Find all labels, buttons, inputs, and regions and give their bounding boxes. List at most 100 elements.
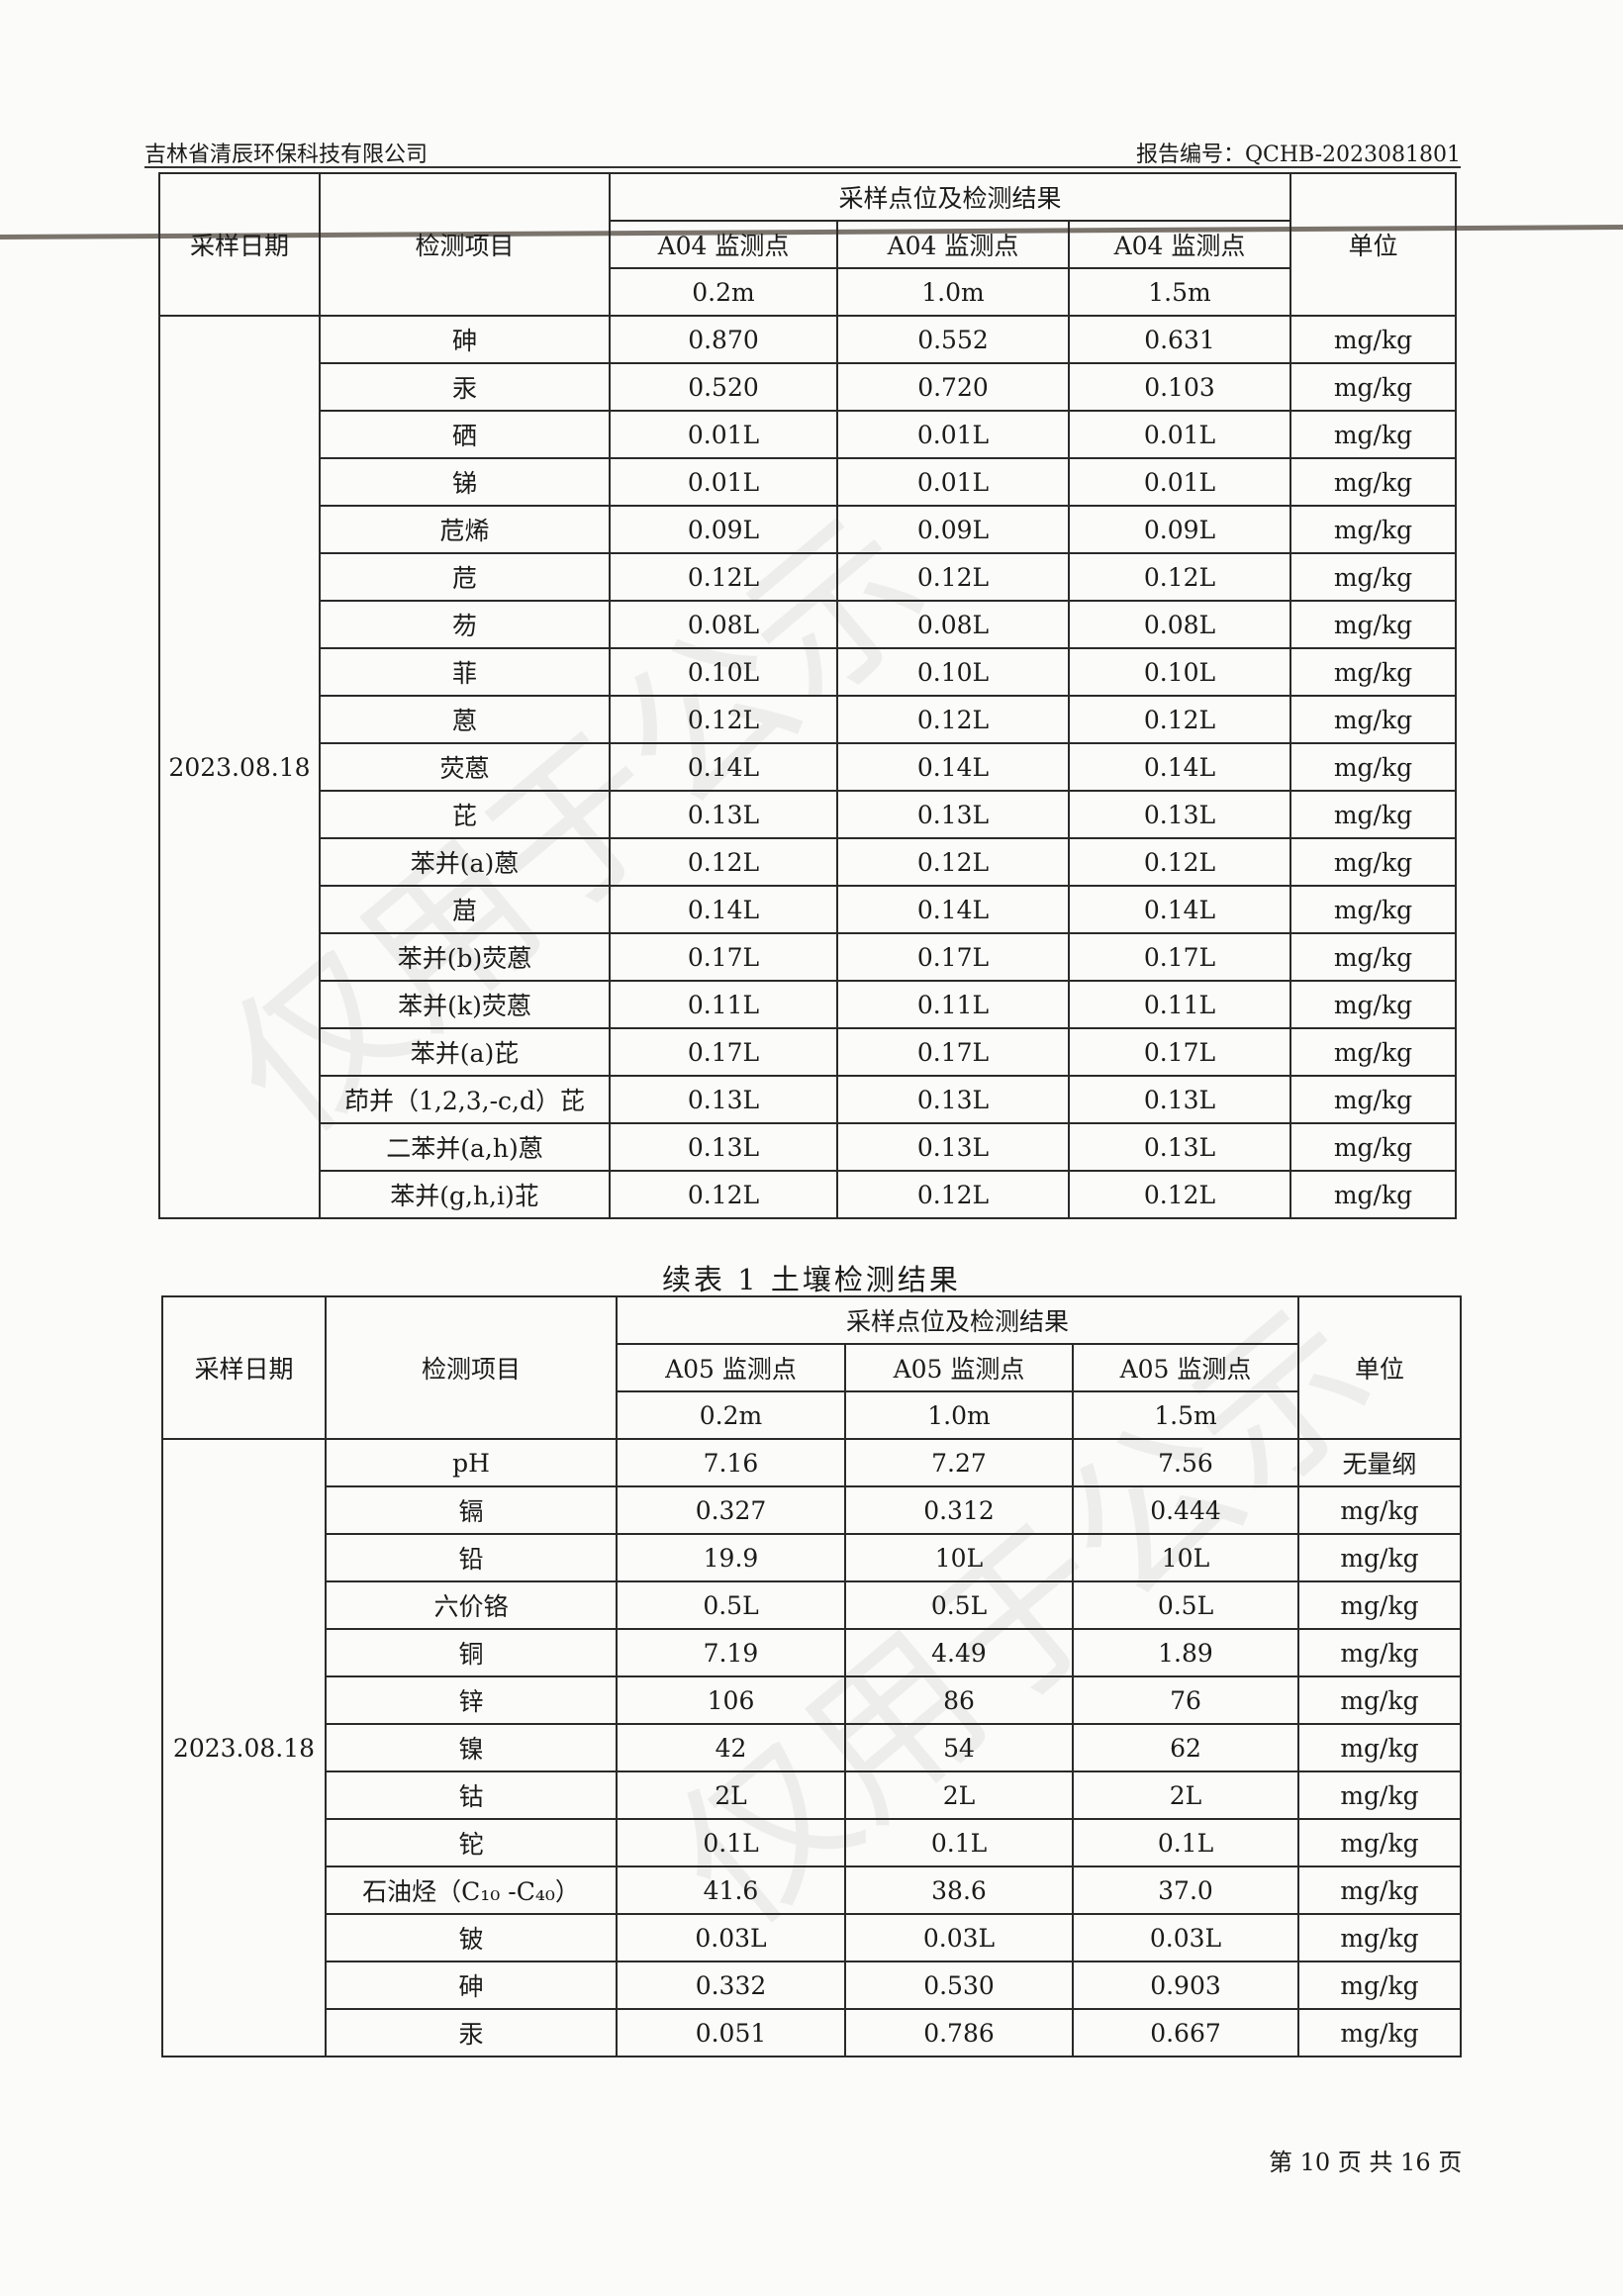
- value-1.5m: 1.89: [1072, 1628, 1299, 1677]
- table-row: 2023.08.18 砷 0.870 0.552 0.631 mg/kg: [158, 315, 1457, 1219]
- unit: mg/kg: [1297, 1533, 1462, 1582]
- value-1.5m: 0.11L: [1068, 980, 1291, 1029]
- unit: mg/kg: [1289, 742, 1457, 792]
- item-name: 䓛: [319, 885, 611, 934]
- table-row: 铊 0.1L 0.1L 0.1L mg/kg: [162, 1818, 1462, 1867]
- sampling-date: 2023.08.18: [158, 315, 321, 1219]
- value-1.0m: 54: [844, 1723, 1074, 1772]
- header-point: A04 监测点: [609, 220, 838, 269]
- value-1.0m: 0.312: [844, 1485, 1074, 1535]
- value-1.0m: 0.12L: [836, 695, 1070, 744]
- value-0.2m: 0.12L: [609, 695, 838, 744]
- value-1.5m: 7.56: [1072, 1438, 1299, 1487]
- table-row: 2023.08.18 pH 7.16 7.27 7.56 无量纲: [161, 1438, 1462, 2057]
- header-depth: 0.2m: [616, 1390, 846, 1440]
- value-1.0m: 0.13L: [836, 1075, 1070, 1124]
- value-0.2m: 0.12L: [609, 837, 838, 887]
- unit: mg/kg: [1289, 980, 1457, 1029]
- header-row-depths: 0.2m 1.0m 1.5m: [159, 267, 1456, 317]
- table-row: 菲 0.10L 0.10L 0.10L mg/kg: [159, 647, 1457, 697]
- value-1.0m: 0.17L: [836, 1027, 1070, 1077]
- value-1.0m: 0.12L: [836, 1170, 1070, 1219]
- table-row: 蒽 0.12L 0.12L 0.12L mg/kg: [159, 695, 1457, 744]
- value-1.0m: 0.720: [836, 362, 1070, 412]
- unit: mg/kg: [1297, 1818, 1462, 1867]
- unit: 无量纲: [1297, 1438, 1462, 1487]
- unit: mg/kg: [1289, 1122, 1457, 1172]
- page-number: 第 10 页 共 16 页: [1269, 2149, 1463, 2176]
- header-row-depths: 0.2m 1.0m 1.5m: [162, 1390, 1461, 1440]
- item-name: 汞: [325, 2008, 618, 2057]
- value-1.5m: 0.5L: [1072, 1580, 1299, 1630]
- value-0.2m: 0.520: [609, 362, 838, 412]
- value-1.5m: 0.12L: [1068, 552, 1291, 602]
- item-name: 汞: [319, 362, 611, 412]
- item-name: 六价铬: [325, 1580, 618, 1630]
- value-0.2m: 0.5L: [616, 1580, 846, 1630]
- unit: mg/kg: [1297, 2008, 1462, 2057]
- unit: mg/kg: [1297, 1580, 1462, 1630]
- value-1.0m: 0.530: [844, 1961, 1074, 2010]
- header-divider: [144, 166, 1461, 168]
- value-1.0m: 0.13L: [836, 1122, 1070, 1172]
- unit: mg/kg: [1289, 647, 1457, 697]
- table-row: 汞 0.520 0.720 0.103 mg/kg: [159, 362, 1457, 412]
- value-1.0m: 0.786: [844, 2008, 1074, 2057]
- header-depth: 1.5m: [1072, 1390, 1299, 1440]
- value-1.0m: 0.14L: [836, 742, 1070, 792]
- company-name: 吉林省清辰环保科技有限公司: [144, 143, 429, 167]
- table-row: 苊烯 0.09L 0.09L 0.09L mg/kg: [159, 505, 1457, 554]
- unit: mg/kg: [1289, 1027, 1457, 1077]
- value-0.2m: 0.17L: [609, 932, 838, 982]
- value-0.2m: 0.13L: [609, 790, 838, 839]
- header-point: A04 监测点: [1068, 220, 1291, 269]
- unit: mg/kg: [1297, 1866, 1462, 1915]
- item-name: 石油烃（C₁₀ -C₄₀）: [325, 1866, 618, 1915]
- value-1.5m: 0.12L: [1068, 837, 1291, 887]
- value-1.0m: 0.1L: [844, 1818, 1074, 1867]
- value-1.0m: 10L: [844, 1533, 1074, 1582]
- unit: mg/kg: [1289, 362, 1457, 412]
- table-row: 二苯并(a,h)蒽 0.13L 0.13L 0.13L mg/kg: [159, 1122, 1457, 1172]
- value-0.2m: 42: [616, 1723, 846, 1772]
- header-unit: 单位: [1297, 1295, 1462, 1440]
- header-row-points: A05 监测点 A05 监测点 A05 监测点: [162, 1343, 1461, 1392]
- value-0.2m: 0.08L: [609, 600, 838, 649]
- value-1.5m: 0.10L: [1068, 647, 1291, 697]
- value-0.2m: 0.870: [609, 315, 838, 364]
- unit: mg/kg: [1289, 837, 1457, 887]
- value-0.2m: 2L: [616, 1770, 846, 1820]
- unit: mg/kg: [1289, 315, 1457, 364]
- unit: mg/kg: [1289, 790, 1457, 839]
- value-0.2m: 0.332: [616, 1961, 846, 2010]
- table-row: 锑 0.01L 0.01L 0.01L mg/kg: [159, 457, 1457, 507]
- table-row: 苯并(a)芘 0.17L 0.17L 0.17L mg/kg: [159, 1027, 1457, 1077]
- header-point: A05 监测点: [1072, 1343, 1299, 1392]
- table-row: 芘 0.13L 0.13L 0.13L mg/kg: [159, 790, 1457, 839]
- value-1.5m: 0.17L: [1068, 1027, 1291, 1077]
- item-name: 菲: [319, 647, 611, 697]
- item-name: 苯并(g,h,i)苝: [319, 1170, 611, 1219]
- value-0.2m: 0.09L: [609, 505, 838, 554]
- value-1.5m: 0.13L: [1068, 1075, 1291, 1124]
- header-group: 采样点位及检测结果: [616, 1295, 1299, 1345]
- value-1.0m: 0.17L: [836, 932, 1070, 982]
- value-1.5m: 76: [1072, 1675, 1299, 1725]
- table-row: 苊 0.12L 0.12L 0.12L mg/kg: [159, 552, 1457, 602]
- value-1.5m: 0.12L: [1068, 695, 1291, 744]
- unit: mg/kg: [1297, 1770, 1462, 1820]
- unit: mg/kg: [1297, 1485, 1462, 1535]
- table-row: 铜 7.19 4.49 1.89 mg/kg: [162, 1628, 1462, 1677]
- table-row: 六价铬 0.5L 0.5L 0.5L mg/kg: [162, 1580, 1462, 1630]
- item-name: 铊: [325, 1818, 618, 1867]
- unit: mg/kg: [1297, 1961, 1462, 2010]
- value-1.0m: 0.10L: [836, 647, 1070, 697]
- item-name: 砷: [319, 315, 611, 364]
- table-row: 锌 106 86 76 mg/kg: [162, 1675, 1462, 1725]
- table-row: 铅 19.9 10L 10L mg/kg: [162, 1533, 1462, 1582]
- value-0.2m: 0.13L: [609, 1122, 838, 1172]
- item-name: 砷: [325, 1961, 618, 2010]
- value-1.5m: 0.12L: [1068, 1170, 1291, 1219]
- table-caption: 续表 1 土壤检测结果: [662, 1263, 961, 1296]
- header-row-points: A04 监测点 A04 监测点 A04 监测点: [159, 220, 1456, 269]
